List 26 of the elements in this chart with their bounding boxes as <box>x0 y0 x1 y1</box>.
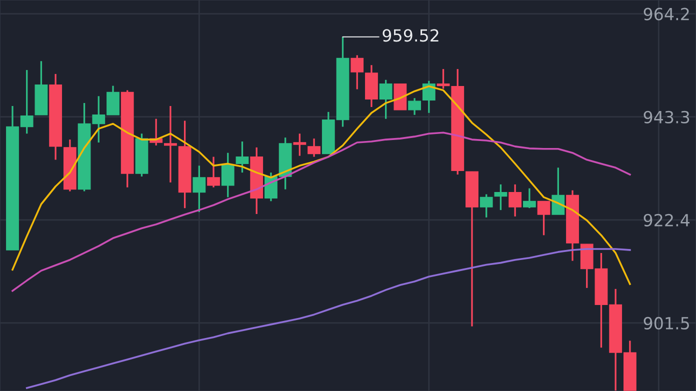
candlestick <box>480 193 493 218</box>
candlestick <box>537 200 550 236</box>
line-series <box>12 85 631 285</box>
candlestick <box>207 156 220 188</box>
y-tick-label: 964.2 <box>644 8 689 20</box>
y-tick-label: 943.3 <box>644 110 690 124</box>
candlestick <box>293 132 306 157</box>
annotation: 959.52 <box>382 29 438 42</box>
candlestick <box>408 97 422 116</box>
candlestick <box>422 80 436 114</box>
candlestick <box>436 68 450 90</box>
candlestick <box>522 188 536 209</box>
candlestick <box>350 54 364 90</box>
y-tick-label: 901.5 <box>644 316 689 330</box>
candlestick <box>552 166 565 216</box>
line-series <box>12 132 631 292</box>
candlestick <box>494 184 508 211</box>
candlestick <box>236 140 249 174</box>
y-tick-label: 922.4 <box>644 214 690 226</box>
candlestick <box>508 184 522 218</box>
candlestick <box>221 152 234 198</box>
candlestick <box>379 79 392 120</box>
candlestick <box>164 105 177 184</box>
candlestick <box>192 164 206 213</box>
line-series <box>26 248 631 389</box>
candlestick <box>308 138 320 158</box>
